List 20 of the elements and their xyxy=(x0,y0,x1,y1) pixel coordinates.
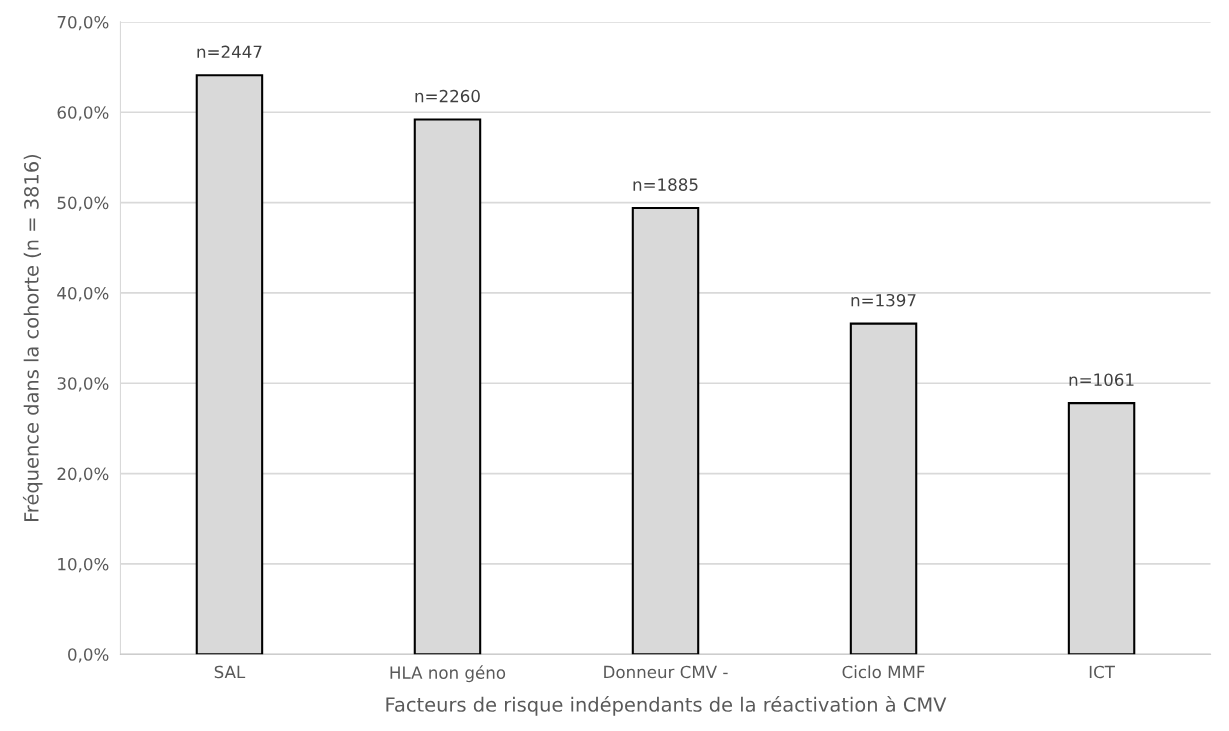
y-tick-label: 0,0% xyxy=(68,648,109,663)
annotation: n=1885 xyxy=(633,178,698,191)
annotation: n=1061 xyxy=(1069,373,1134,387)
y-tick-label: 70,0% xyxy=(57,15,109,31)
x-tick-label: Ciclo MMF xyxy=(842,665,925,679)
y-axis-title: Fréquence dans la cohorte (n = 3816) xyxy=(22,154,43,522)
y-tick-label: 60,0% xyxy=(57,106,109,121)
y-tick-label: 10,0% xyxy=(58,557,109,573)
annotation: n=1397 xyxy=(851,293,916,307)
y-tick-label: 40,0% xyxy=(57,286,109,302)
y-tick-label: 50,0% xyxy=(57,196,109,211)
annotation: n=2447 xyxy=(197,45,262,58)
y-tick-label: 20,0% xyxy=(57,467,109,482)
x-axis-title: Facteurs de risque indépendants de la réactivation à CMV xyxy=(386,696,947,716)
x-tick-label: HLA non géno xyxy=(390,665,506,683)
x-tick-label: Donneur CMV - xyxy=(604,665,728,679)
y-tick-label: 30,0% xyxy=(57,377,109,392)
x-tick-label: ICT xyxy=(1089,665,1115,679)
annotation: n=2260 xyxy=(415,89,480,103)
x-tick-label: SAL xyxy=(214,665,246,679)
